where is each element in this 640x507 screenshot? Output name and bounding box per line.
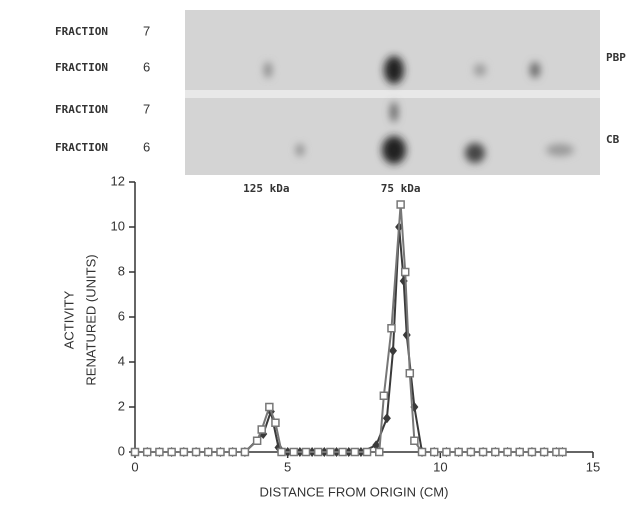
square-marker xyxy=(405,369,415,378)
y-tick-label: 10 xyxy=(111,218,125,233)
square-marker xyxy=(429,447,439,457)
square-marker xyxy=(204,447,213,457)
square-marker xyxy=(326,447,335,457)
gel-row-label: FRACTION xyxy=(55,103,108,116)
series-line xyxy=(135,226,563,453)
square-marker xyxy=(257,425,266,434)
annotation: 75 kDa xyxy=(381,182,421,195)
gel-row-label: FRACTION xyxy=(55,61,108,74)
y-tick-label: 8 xyxy=(118,263,125,278)
gel-row-number: 6 xyxy=(143,59,150,74)
square-marker xyxy=(289,447,299,457)
y-axis-label: RENATURED (UNITS) xyxy=(83,254,98,385)
y-tick-label: 2 xyxy=(118,398,125,413)
square-marker xyxy=(478,447,488,457)
gel-row-number: 7 xyxy=(143,23,150,38)
diamond-marker xyxy=(382,413,391,424)
square-marker xyxy=(252,436,262,445)
square-marker xyxy=(338,447,347,457)
square-marker xyxy=(142,447,152,457)
square-marker xyxy=(442,447,451,457)
square-marker xyxy=(454,447,463,457)
square-marker xyxy=(216,447,225,457)
square-marker xyxy=(491,447,500,457)
square-marker xyxy=(271,418,280,427)
gel-tag: CB xyxy=(606,133,620,146)
square-marker xyxy=(400,267,410,277)
square-marker xyxy=(179,447,189,457)
square-marker xyxy=(379,391,389,400)
square-marker xyxy=(362,447,372,457)
gel-row-number: 6 xyxy=(143,139,150,154)
y-tick-label: 6 xyxy=(118,308,125,323)
gel-row-number: 7 xyxy=(143,101,150,116)
square-marker xyxy=(240,447,250,457)
diamond-marker xyxy=(402,330,411,340)
square-marker xyxy=(375,447,384,457)
gel-tag: PBP xyxy=(606,51,626,64)
square-marker xyxy=(277,447,286,457)
x-tick-label: 5 xyxy=(284,459,291,474)
square-marker xyxy=(527,447,537,457)
annotation: 125 kDa xyxy=(243,182,289,195)
square-marker xyxy=(466,447,476,457)
square-marker xyxy=(410,436,419,445)
y-axis-label: ACTIVITY xyxy=(61,290,76,349)
square-marker xyxy=(191,447,201,457)
square-marker xyxy=(228,447,237,457)
square-marker xyxy=(130,447,140,457)
square-marker xyxy=(558,447,567,457)
x-axis-label: DISTANCE FROM ORIGIN (CM) xyxy=(260,484,449,499)
square-marker xyxy=(387,324,396,333)
gel-row-label: FRACTION xyxy=(55,141,108,154)
square-marker xyxy=(167,447,176,457)
gel-image xyxy=(185,10,600,175)
x-tick-label: 0 xyxy=(131,459,138,474)
y-tick-label: 12 xyxy=(111,173,125,188)
gel-row-label: FRACTION xyxy=(55,25,108,38)
square-marker xyxy=(313,447,323,457)
square-marker xyxy=(417,447,427,457)
diamond-marker xyxy=(389,345,398,356)
square-marker xyxy=(301,447,311,457)
square-marker xyxy=(503,447,512,457)
square-marker xyxy=(350,447,360,457)
x-tick-label: 10 xyxy=(433,459,447,474)
x-tick-label: 15 xyxy=(586,459,600,474)
square-marker xyxy=(539,447,549,457)
series-line xyxy=(135,204,563,453)
square-marker xyxy=(396,200,405,209)
square-marker xyxy=(155,447,164,457)
square-marker xyxy=(265,402,274,412)
square-marker xyxy=(515,447,524,457)
y-tick-label: 4 xyxy=(118,353,125,368)
y-tick-label: 0 xyxy=(118,443,125,458)
